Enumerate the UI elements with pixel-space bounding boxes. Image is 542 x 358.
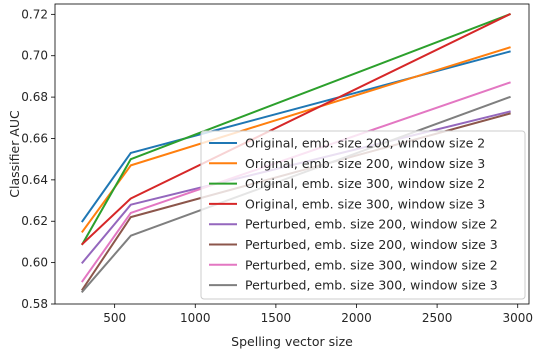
legend-label: Original, emb. size 200, window size 2 xyxy=(245,136,485,151)
x-tick-label: 2000 xyxy=(341,311,372,325)
legend-label: Perturbed, emb. size 200, window size 3 xyxy=(245,237,498,252)
x-axis-label: Spelling vector size xyxy=(231,334,353,349)
x-tick-label: 500 xyxy=(103,311,126,325)
legend-label: Original, emb. size 300, window size 3 xyxy=(245,196,485,211)
series-line-2 xyxy=(81,46,511,233)
y-tick-label: 0.62 xyxy=(21,214,48,228)
x-tick-label: 2500 xyxy=(422,311,453,325)
x-tick-label: 1000 xyxy=(180,311,211,325)
series-line-3 xyxy=(81,13,511,246)
legend-label: Perturbed, emb. size 300, window size 3 xyxy=(245,278,498,293)
x-tick-label: 1500 xyxy=(261,311,292,325)
y-tick-label: 0.66 xyxy=(21,131,48,145)
y-tick-label: 0.58 xyxy=(21,297,48,311)
legend-label: Perturbed, emb. size 300, window size 2 xyxy=(245,257,498,272)
y-tick-label: 0.60 xyxy=(21,256,48,270)
y-tick-label: 0.68 xyxy=(21,90,48,104)
y-axis: 0.58 0.60 0.62 0.64 0.66 0.68 0.70 0.72 xyxy=(21,7,55,311)
legend: Original, emb. size 200, window size 2 Or… xyxy=(200,130,526,300)
series-line-1 xyxy=(81,50,511,223)
series-line-7 xyxy=(81,81,511,283)
y-tick-label: 0.64 xyxy=(21,173,48,187)
legend-label: Original, emb. size 300, window size 2 xyxy=(245,176,485,191)
y-tick-label: 0.72 xyxy=(21,7,48,21)
y-axis-label: Classifier AUC xyxy=(7,110,22,198)
legend-box xyxy=(200,130,526,300)
series-line-4 xyxy=(80,13,511,246)
plot-frame xyxy=(54,3,530,305)
y-tick-label: 0.70 xyxy=(21,49,48,63)
legend-label: Original, emb. size 200, window size 3 xyxy=(245,156,485,171)
series-lines xyxy=(80,13,511,294)
x-axis: 500 1000 1500 2000 2500 3000 xyxy=(103,304,533,325)
x-tick-label: 3000 xyxy=(502,311,533,325)
legend-label: Perturbed, emb. size 200, window size 2 xyxy=(245,217,498,232)
